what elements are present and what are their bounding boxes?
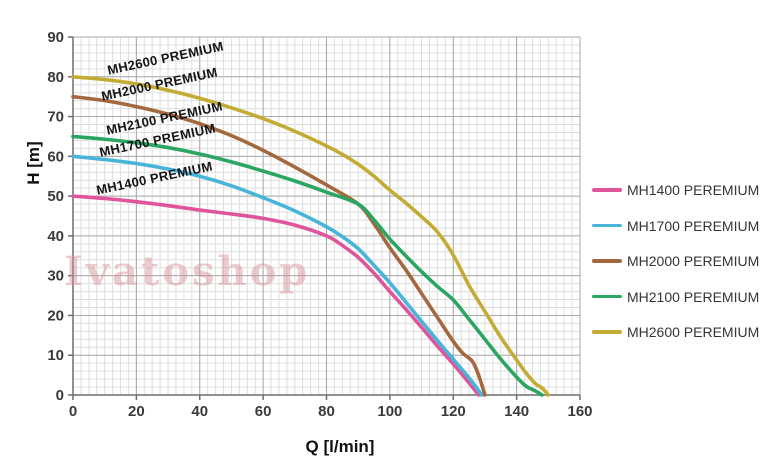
x-tick-label: 80 [318,403,335,420]
x-tick-label: 120 [441,403,466,420]
legend-label-mh2600: MH2600 PEREMIUM [627,324,760,340]
x-tick-label: 20 [128,403,145,420]
x-tick-label: 100 [377,403,402,420]
y-tick-label: 30 [47,268,64,285]
x-tick-label: 40 [191,403,208,420]
y-tick-label: 70 [47,109,64,126]
legend-line-swatch-mh2600 [592,330,622,334]
legend-line-swatch-mh2100 [592,294,622,299]
legend-item-mh2100: MH2100 PEREMIUM [592,289,759,305]
legend-item-mh1700: MH1700 PEREMIUM [592,218,759,234]
legend-item-mh1400: MH1400 PEREMIUM [592,182,759,198]
y-tick-label: 60 [47,148,64,165]
curve-mh1400 [71,194,481,397]
x-axis-title: Q [l/min] [305,437,375,456]
y-tick-label: 50 [47,188,64,205]
x-tick-label: 60 [255,403,272,420]
x-tick-label: 0 [69,403,77,420]
legend-label-mh1700: MH1700 PEREMIUM [627,217,760,234]
y-tick-label: 0 [56,387,64,404]
y-tick-label: 80 [47,69,64,86]
legend-item-mh2600: MH2600 PEREMIUM [592,324,759,340]
y-axis-title: H [m] [24,141,43,185]
x-tick-label: 160 [567,403,592,420]
y-tick-label: 10 [47,347,64,364]
chart-legend: MH1400 PEREMIUM MH1700 PEREMIUM MH2000 P… [592,182,759,340]
x-tick-label: 140 [504,403,529,420]
legend-label-mh2000: MH2000 PEREMIUM [627,253,760,269]
y-tick-label: 40 [47,228,64,245]
legend-line-swatch-mh1400 [592,188,622,192]
curve-mh2100 [71,134,544,397]
legend-item-mh2000: MH2000 PEREMIUM [592,253,759,269]
curve-mh1700 [71,154,484,397]
curve-mh2600 [71,74,551,397]
legend-label-mh1400: MH1400 PEREMIUM [627,182,760,198]
y-tick-label: 20 [47,307,64,324]
legend-label-mh2100: MH2100 PEREMIUM [627,288,760,305]
legend-line-swatch-mh2000 [592,259,622,263]
y-tick-label: 90 [47,29,64,46]
legend-line-swatch-mh1700 [592,223,622,228]
